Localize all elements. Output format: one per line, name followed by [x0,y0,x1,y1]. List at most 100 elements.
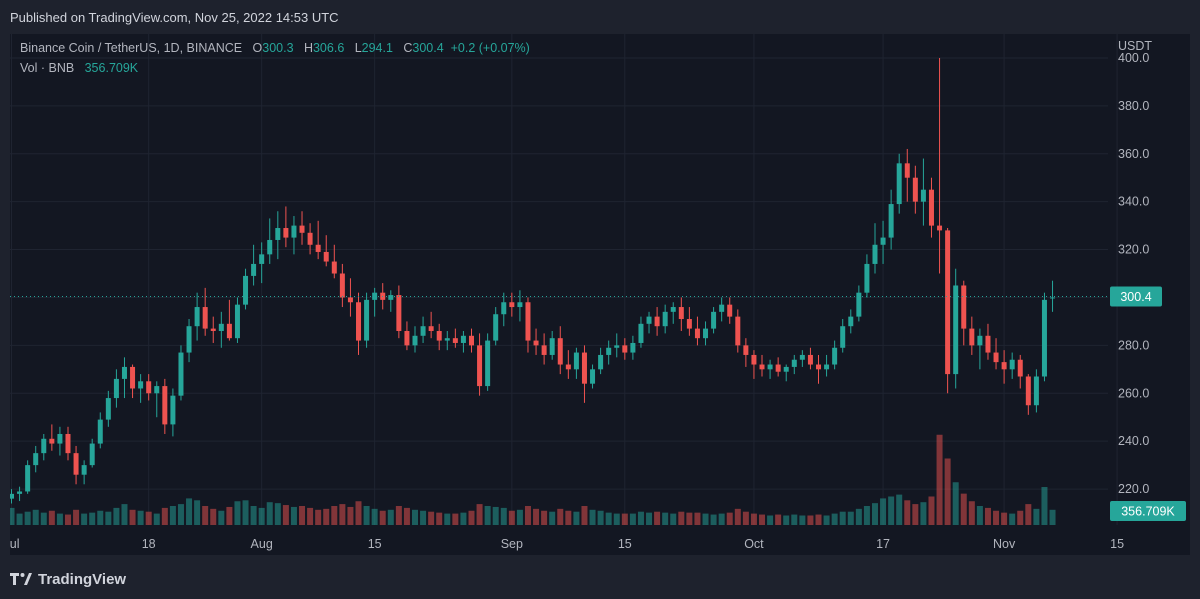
volume-value: 356.709K [84,61,139,75]
volume-bar [274,503,281,525]
candle-body [945,230,951,375]
volume-bar [912,504,919,525]
volume-bar [161,507,168,525]
candle-body [307,232,313,245]
volume-bar [428,511,435,525]
x-tick-label: 15 [618,537,632,551]
volume-bar [605,512,612,525]
candle-body [17,491,23,494]
candle-body [662,311,668,327]
volume-bar [759,514,766,525]
candle-body [816,364,821,370]
candle-body [49,438,55,444]
candle-body [743,345,749,355]
candle-body [590,369,596,384]
candle-body [428,326,434,331]
volume-bar [734,508,741,525]
volume-bar [799,515,806,525]
candle-body [727,304,733,317]
header: Published on TradingView.com, Nov 25, 20… [0,0,1200,34]
candle-body [775,364,781,372]
candle-body [97,419,103,444]
candle-body [162,386,168,425]
volume-bar [654,511,661,525]
candle-body [783,366,789,372]
candle-body [533,340,539,346]
high-value: 306.6 [312,41,345,55]
volume-bar [888,496,895,525]
volume-bar [299,506,306,525]
candle-body [485,340,491,387]
candle-body [961,285,967,329]
candle-body [501,302,507,315]
volume-bar [871,503,878,525]
candle-body [234,304,240,339]
volume-bar [1001,512,1008,525]
volume-bar [694,512,701,525]
volume-bar [508,510,515,525]
candle-body [299,225,305,233]
candle-body [89,443,95,466]
x-tick-label: Sep [501,537,523,551]
volume-bar [807,515,814,525]
volume-bar [48,510,55,525]
chart-panel[interactable]: USDT220.0240.0260.0280.0300.0320.0340.03… [10,34,1190,555]
candle-body [541,345,547,355]
candle-body [1009,359,1015,370]
volume-bar [16,513,23,525]
candlestick-chart[interactable]: USDT220.0240.0260.0280.0300.0320.0340.03… [10,34,1190,555]
tradingview-brand: TradingView [38,570,127,588]
candle-body [670,307,676,312]
volume-bar [177,504,184,525]
volume-bar [282,505,289,525]
candle-body [364,299,370,341]
candle-body [315,244,321,252]
volume-bar [339,504,346,525]
volume-bar [847,511,854,525]
volume-bar [678,511,685,525]
volume-bar [266,502,273,525]
y-tick-label: 400.0 [1118,51,1149,65]
candle-body [291,225,297,238]
volume-bar [896,494,903,525]
candle-body [694,328,700,339]
open-value: 300.3 [262,41,294,55]
candle-body [194,307,200,327]
volume-bar [968,501,975,525]
volume-bar [347,506,354,525]
candle-body [323,251,329,262]
candle-body [130,366,136,389]
volume-bar [516,509,523,525]
candle-body [848,316,854,327]
volume-bar [315,509,322,525]
candle-body [275,228,281,240]
volume-bar [767,515,774,525]
close-label: C [403,41,413,55]
volume-bar [936,434,943,525]
candle-body [105,398,111,420]
candle-body [581,352,587,384]
candle-body [138,381,144,389]
volume-bar [541,510,548,525]
volume-bar [89,512,96,525]
volume-bar [412,509,418,525]
candle-body [1025,376,1031,406]
volume-bar [952,482,959,525]
volume-bar [993,510,1000,525]
volume-bar [573,511,580,525]
candle-body [937,225,943,231]
volume-bar [742,511,749,525]
volume-bar [1025,504,1032,525]
candle-body [243,275,249,305]
candle-body [654,316,660,327]
candle-body [65,433,71,454]
volume-bar [105,511,112,525]
volume-bar [920,502,927,525]
candle-body [517,302,523,308]
candle-body [977,335,983,346]
volume-bar [242,500,249,525]
volume-bar [557,508,564,525]
candle-body [703,328,709,339]
last-price-label: 300.4 [1120,290,1151,304]
open-label: O [252,41,263,55]
